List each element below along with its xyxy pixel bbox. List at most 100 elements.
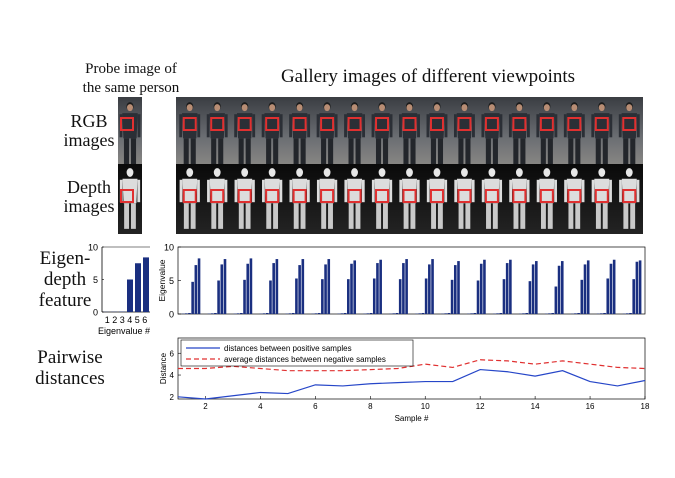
gallery-depth-roi-box bbox=[512, 189, 527, 203]
gallery-eigen-bar bbox=[265, 312, 269, 314]
gallery-rgb-roi-box bbox=[265, 117, 280, 131]
gallery-eigen-bar bbox=[457, 261, 460, 314]
gallery-eigen-bar bbox=[275, 259, 279, 314]
gallery-eigen-bar bbox=[243, 279, 246, 314]
gallery-depth-person bbox=[207, 168, 228, 229]
gallery-depth-roi-box bbox=[457, 189, 472, 203]
gallery-rgb-person bbox=[316, 102, 338, 165]
distance-x-tick-label: 18 bbox=[641, 402, 650, 411]
gallery-rgb-roi-box bbox=[512, 117, 527, 131]
probe-depth-roi-box bbox=[120, 189, 134, 203]
distance-y-tick-label: 4 bbox=[170, 371, 175, 380]
gallery-rgb-roi-box bbox=[320, 117, 335, 131]
gallery-rgb-roi-box bbox=[429, 117, 444, 131]
gallery-eigen-y-tick-label: 0 bbox=[169, 310, 174, 320]
gallery-depth-person bbox=[371, 168, 393, 229]
gallery-eigen-bar bbox=[505, 263, 509, 314]
gallery-eigen-bar bbox=[444, 313, 447, 314]
pairwise-label: Pairwise distances bbox=[15, 347, 125, 389]
probe-eigen-y-tick-label: 0 bbox=[93, 308, 98, 318]
distance-x-label: Sample # bbox=[395, 414, 429, 423]
gallery-rgb-roi-box bbox=[182, 117, 197, 131]
gallery-rgb-person bbox=[508, 102, 530, 165]
gallery-eigen-bar bbox=[240, 312, 243, 314]
gallery-eigen-bar bbox=[291, 312, 295, 314]
gallery-title: Gallery images of different viewpoints bbox=[280, 66, 576, 87]
gallery-eigen-bar bbox=[272, 263, 275, 314]
gallery-eigen-bar bbox=[324, 264, 327, 314]
eigen-label-line1: Eigen- bbox=[39, 248, 91, 269]
gallery-eigen-bar bbox=[522, 313, 525, 314]
gallery-eigen-bar bbox=[372, 278, 376, 314]
gallery-eigen-bar bbox=[548, 313, 551, 314]
gallery-eigen-bar bbox=[317, 312, 321, 314]
gallery-depth-roi-box bbox=[237, 189, 252, 203]
gallery-eigen-bar bbox=[353, 260, 357, 314]
gallery-eigen-bar bbox=[366, 313, 370, 314]
gallery-eigen-y-tick-label: 10 bbox=[164, 243, 174, 253]
gallery-rgb-person bbox=[289, 102, 311, 165]
gallery-rgb-roi-box bbox=[457, 117, 472, 131]
distance-x-tick-label: 10 bbox=[421, 402, 430, 411]
probe-eigen-bar bbox=[143, 257, 149, 312]
distance-x-tick-label: 4 bbox=[258, 402, 263, 411]
distance-x-tick-label: 8 bbox=[368, 402, 373, 411]
gallery-eigen-bar bbox=[347, 279, 350, 314]
probe-eigen-bar bbox=[127, 279, 133, 312]
gallery-eigen-bar bbox=[450, 279, 454, 314]
gallery-depth-roi-box bbox=[265, 189, 280, 203]
gallery-eigen-bar bbox=[600, 313, 603, 314]
gallery-eigen-bar bbox=[421, 312, 425, 314]
gallery-rgb-person bbox=[344, 102, 366, 165]
depth-label: Depth images bbox=[55, 178, 123, 216]
gallery-depth-roi-box bbox=[429, 189, 444, 203]
distance-x-tick-label: 16 bbox=[586, 402, 595, 411]
gallery-rgb-strip bbox=[176, 97, 643, 169]
distance-legend-label: average distances between negative sampl… bbox=[224, 355, 386, 364]
gallery-rgb-person bbox=[453, 102, 475, 165]
distance-x-tick-label: 2 bbox=[203, 402, 208, 411]
gallery-depth-roi-box bbox=[402, 189, 417, 203]
gallery-rgb-roi-box bbox=[539, 117, 554, 131]
gallery-eigen-bar bbox=[483, 259, 486, 314]
gallery-rgb-person bbox=[536, 102, 558, 165]
gallery-rgb-roi-box bbox=[375, 117, 390, 131]
gallery-rgb-roi-box bbox=[402, 117, 417, 131]
distance-legend-box bbox=[180, 339, 414, 367]
gallery-eigen-bar bbox=[580, 279, 584, 314]
rgb-label-line2: images bbox=[63, 130, 115, 150]
gallery-rgb-roi-box bbox=[347, 117, 362, 131]
distance-y-tick-label: 2 bbox=[170, 393, 175, 402]
distance-y-tick-label: 6 bbox=[170, 349, 175, 358]
gallery-eigen-bar bbox=[574, 313, 577, 314]
pairwise-label-line2: distances bbox=[35, 368, 105, 389]
gallery-depth-roi-box bbox=[375, 189, 390, 203]
probe-title-line2: the same person bbox=[82, 80, 180, 96]
gallery-eigen-bar bbox=[343, 312, 347, 314]
probe-title: Probe image of the same person bbox=[68, 60, 194, 98]
gallery-eigen-bar bbox=[502, 279, 506, 314]
gallery-eigen-bar bbox=[428, 264, 431, 314]
gallery-eigen-bar bbox=[535, 261, 538, 314]
gallery-eigen-bar bbox=[586, 260, 590, 314]
gallery-eigen-bar bbox=[405, 259, 408, 314]
gallery-eigen-bar bbox=[583, 264, 587, 314]
gallery-eigen-bar bbox=[184, 313, 188, 314]
gallery-eigen-bar bbox=[496, 313, 499, 314]
gallery-eigen-bar bbox=[236, 313, 240, 314]
gallery-rgb-person bbox=[563, 102, 585, 165]
probe-eigen-y-tick-label: 5 bbox=[93, 275, 98, 285]
gallery-depth-roi-box bbox=[320, 189, 335, 203]
gallery-eigen-bar bbox=[288, 313, 292, 314]
gallery-depth-strip bbox=[176, 164, 643, 234]
gallery-eigen-bar bbox=[577, 312, 580, 314]
gallery-eigen-bar bbox=[557, 265, 561, 314]
distance-legend: distances between positive samples averag… bbox=[180, 339, 414, 367]
gallery-rgb-roi-box bbox=[292, 117, 307, 131]
gallery-rgb-roi-box bbox=[567, 117, 582, 131]
gallery-eigen-bar bbox=[554, 286, 558, 314]
gallery-eigen-bar bbox=[191, 281, 194, 314]
gallery-eigen-bar bbox=[635, 261, 639, 314]
gallery-eigen-bar bbox=[214, 312, 217, 314]
